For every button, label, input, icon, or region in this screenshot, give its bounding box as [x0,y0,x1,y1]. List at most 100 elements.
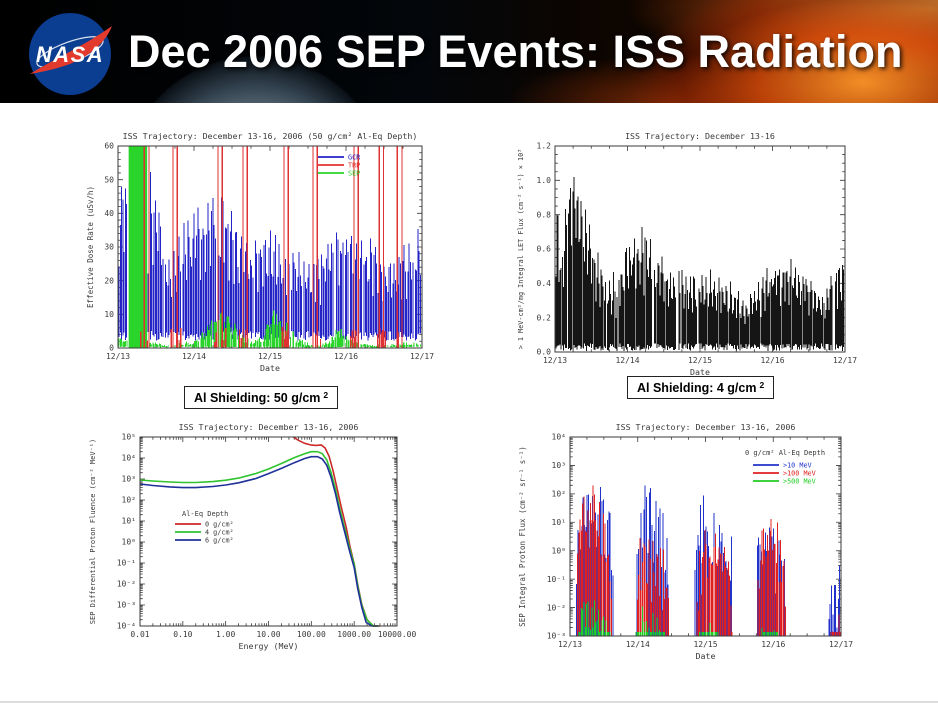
legend-label: TRP [348,162,360,170]
x-tick-label: 12/13 [106,352,130,361]
y-tick-label: 10¹ [552,518,566,527]
chart-title: ISS Trajectory: December 13-16, 2006 (50… [123,131,418,141]
series-TRP [140,146,403,348]
x-axis-label: Date [690,367,710,377]
y-tick-label: 10 [104,310,114,319]
series-GCR [118,172,421,341]
x-tick-label: 12/14 [182,352,206,361]
chart-title: ISS Trajectory: December 13-16, 2006 [179,422,359,432]
x-tick-label: 10000.00 [378,630,417,639]
y-tick-label: 10⁻² [547,603,566,612]
y-tick-label: 10⁴ [552,433,566,442]
legend-label: >10 MeV [783,462,812,470]
nasa-logo-text: NASA [36,42,104,67]
shield-label-4: Al Shielding: 4 g/cm 2 [627,376,775,399]
y-tick-label: 10³ [122,475,136,484]
y-tick-label: 60 [104,142,114,151]
x-tick-label: 12/16 [334,352,358,361]
x-tick-label: 100.00 [297,630,326,639]
x-axis-label: Energy (MeV) [239,641,299,651]
legend-title: 0 g/cm² Al-Eq Depth [745,449,825,457]
page-title: Dec 2006 SEP Events: ISS Radiation [128,26,903,77]
y-tick-label: 10² [122,496,136,505]
legend-label: >500 MeV [783,478,816,486]
x-tick-label: 12/15 [258,352,282,361]
x-tick-label: 12/17 [410,352,434,361]
y-tick-label: 10⁻² [117,580,136,589]
series->500 MeV [578,600,779,636]
y-tick-label: 1.0 [537,176,552,185]
x-tick-label: 0.10 [173,630,192,639]
x-tick-label: 12/13 [558,640,582,649]
y-tick-label: 1.2 [537,142,552,151]
y-tick-label: 0.8 [537,210,552,219]
y-tick-label: 20 [104,276,114,285]
y-axis-label: Effective Dose Rate (uSv/h) [86,186,95,308]
chart-let-flux: 12/13 12/14 12/15 12/16 12/17 0.0 0.2 0.4 0.6 0.8… [517,131,857,377]
nasa-logo: NASA [29,13,112,95]
legend-label: >100 MeV [783,470,816,478]
nasa-logo-swoosh [30,26,112,74]
chart-title: ISS Trajectory: December 13-16 [625,131,775,141]
y-tick-label: 10⁴ [122,454,136,463]
shield-label-4-sup: 2 [759,380,765,390]
y-tick-label: 50 [104,175,114,184]
plot-frame [139,436,398,627]
y-tick-label: 0.2 [537,313,552,322]
legend-title: Al-Eq Depth [182,510,228,518]
plot-frame [117,145,423,349]
shield-label-4-text: Al Shielding: 4 g/cm [637,381,757,395]
x-axis-label: Date [260,363,280,373]
series-LET flux [555,177,845,351]
series-6 g/cm² [139,455,378,627]
y-axis-label: SEP Differential Proton Fluence (cm⁻² Me… [89,439,97,624]
y-tick-label: 0.4 [537,279,552,288]
y-tick-label: 0.0 [537,348,552,357]
series->10 MeV [575,485,841,636]
x-tick-label: 0.01 [130,630,149,639]
legend-label: GCR [348,154,361,162]
x-tick-label: 12/13 [543,356,567,365]
y-tick-label: 10⁻¹ [117,559,136,568]
x-tick-label: 12/15 [688,356,712,365]
y-tick-label: 10⁻³ [547,632,566,641]
x-axis-label: Date [696,651,716,661]
y-tick-label: 10² [552,490,566,499]
y-tick-label: 10⁻¹ [547,575,566,584]
x-tick-label: 12/14 [615,356,639,365]
series->100 MeV [577,485,841,636]
x-tick-label: 12/17 [833,356,857,365]
y-tick-label: 10⁻³ [117,601,136,610]
y-tick-label: 30 [104,243,114,252]
x-tick-label: 12/15 [693,640,717,649]
legend-label: 0 g/cm² [205,521,234,529]
chart-proton-flux: 12/13 12/14 12/15 12/16 12/17 10⁻³ 10⁻² 10⁻¹ 10⁰… [518,422,853,661]
y-tick-label: 10³ [552,461,566,470]
shield-label-50-text: Al Shielding: 50 g/cm [194,391,321,405]
y-axis-label: > 1 MeV-cm²/mg Integral LET Flux (cm⁻² s… [517,149,525,350]
legend-label: SEP [348,170,360,178]
y-tick-label: 10¹ [122,517,136,526]
chart-dose-rate: 12/13 12/14 12/15 12/16 12/17 0 10 20 30 40 50 60 IS… [86,131,434,373]
legend-label: 4 g/cm² [205,529,234,537]
chart-proton-fluence: 0.01 0.10 1.00 10.00 100.00 1000.00 10000.00 10… [89,422,417,651]
y-tick-label: 10⁰ [122,538,136,547]
plot-frame [569,436,842,637]
legend-label: 6 g/cm² [205,537,234,545]
chart-title: ISS Trajectory: December 13-16, 2006 [616,422,796,432]
slide-header: NASA Dec 2006 SEP Events: ISS Radiation [0,0,938,103]
x-tick-label: 12/14 [626,640,650,649]
y-axis-label: SEP Integral Proton Flux (cm⁻² sr⁻¹ s⁻¹) [518,446,527,627]
y-tick-label: 0.6 [537,245,552,254]
series-0 g/cm² [292,436,380,627]
y-tick-label: 10⁵ [122,433,136,442]
shield-label-50-sup: 2 [323,390,329,400]
x-tick-label: 1.00 [216,630,235,639]
shield-label-50: Al Shielding: 50 g/cm 2 [184,386,339,409]
x-tick-label: 10.00 [256,630,280,639]
x-tick-label: 1000.00 [337,630,371,639]
plot-frame [554,145,846,353]
x-tick-label: 12/16 [761,640,785,649]
x-tick-label: 12/16 [760,356,784,365]
